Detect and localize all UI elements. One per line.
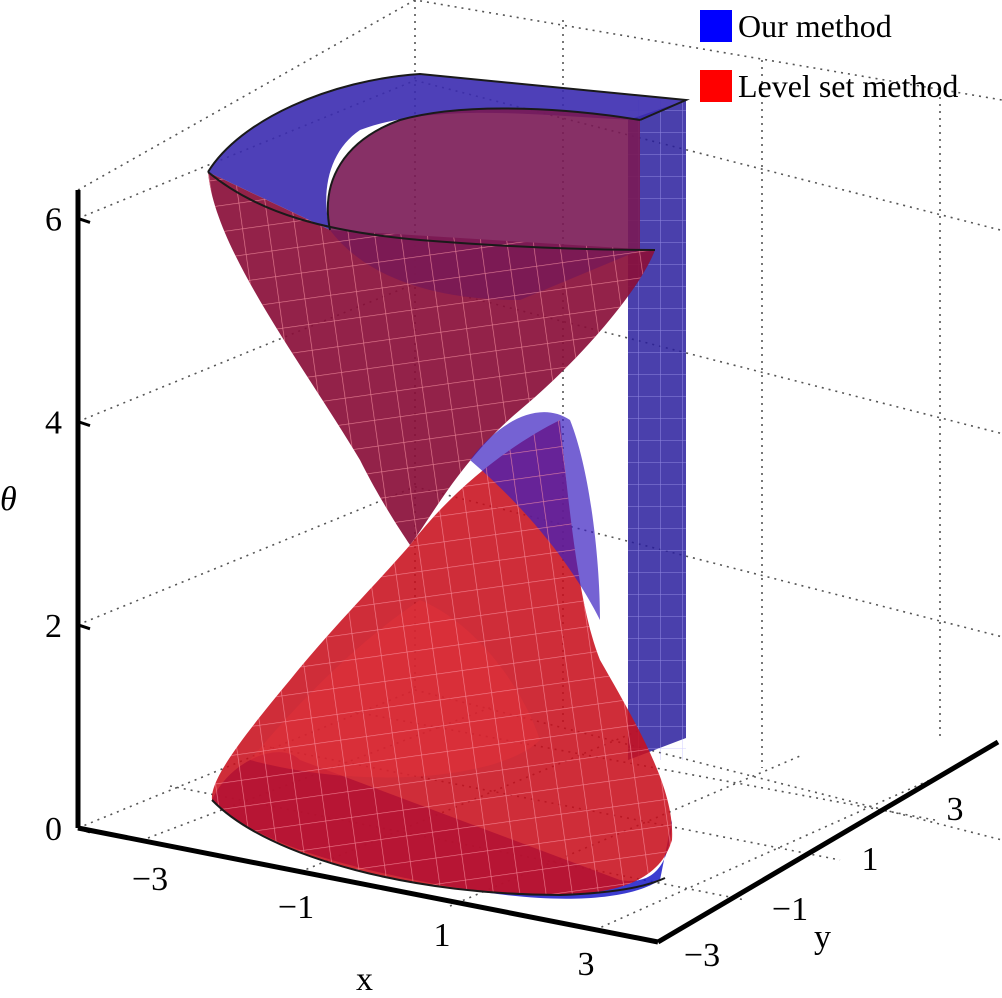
y-tick-label: −3: [684, 937, 720, 974]
y-axis-ticks: −3 −1 1 3: [684, 791, 964, 974]
surface-outline-inner: [207, 107, 656, 251]
legend-swatch-our-method: [700, 10, 732, 42]
gridline-floor-x: [594, 779, 931, 931]
legend-item-level-set: Level set method: [700, 68, 958, 104]
z-tick-label: 6: [45, 201, 62, 238]
x-tick-label: 1: [434, 917, 451, 954]
x-tick-label: −3: [132, 861, 168, 898]
y-axis-line: [656, 739, 1000, 945]
x-axis-line: [77, 825, 659, 945]
axes-box: [75, 190, 1000, 945]
x-axis-label: x: [356, 961, 373, 998]
legend: Our method Level set method: [700, 8, 958, 104]
surface-mesh-lower: [211, 420, 673, 895]
surface-level-set: [207, 72, 690, 897]
y-tick-label: −1: [772, 891, 808, 928]
z-tick-mark: [77, 420, 91, 428]
y-axis-label: y: [814, 919, 831, 956]
surface-outline-top: [207, 72, 690, 173]
z-tick-label: 4: [45, 405, 62, 442]
z-axis-ticks: 0 2 4 6: [45, 201, 91, 848]
z-tick-mark: [77, 623, 91, 631]
z-tick-mark: [77, 826, 91, 834]
x-tick-label: 3: [578, 946, 595, 983]
z-tick-label: 2: [45, 608, 62, 645]
z-axis-label: θ: [0, 481, 17, 518]
z-tick-mark: [77, 217, 91, 224]
legend-swatch-level-set: [700, 70, 732, 102]
y-tick-label: 1: [862, 841, 879, 878]
surface-mesh-upper: [208, 172, 655, 545]
surface-outline-bottom: [211, 799, 666, 897]
x-axis-ticks: −3 −1 1 3: [132, 861, 595, 983]
legend-label-our-method: Our method: [738, 8, 892, 44]
z-tick-label: 0: [45, 811, 62, 848]
legend-item-our-method: Our method: [700, 8, 892, 44]
legend-label-level-set: Level set method: [738, 68, 958, 104]
x-tick-label: −1: [278, 889, 314, 926]
y-tick-label: 3: [947, 791, 964, 828]
